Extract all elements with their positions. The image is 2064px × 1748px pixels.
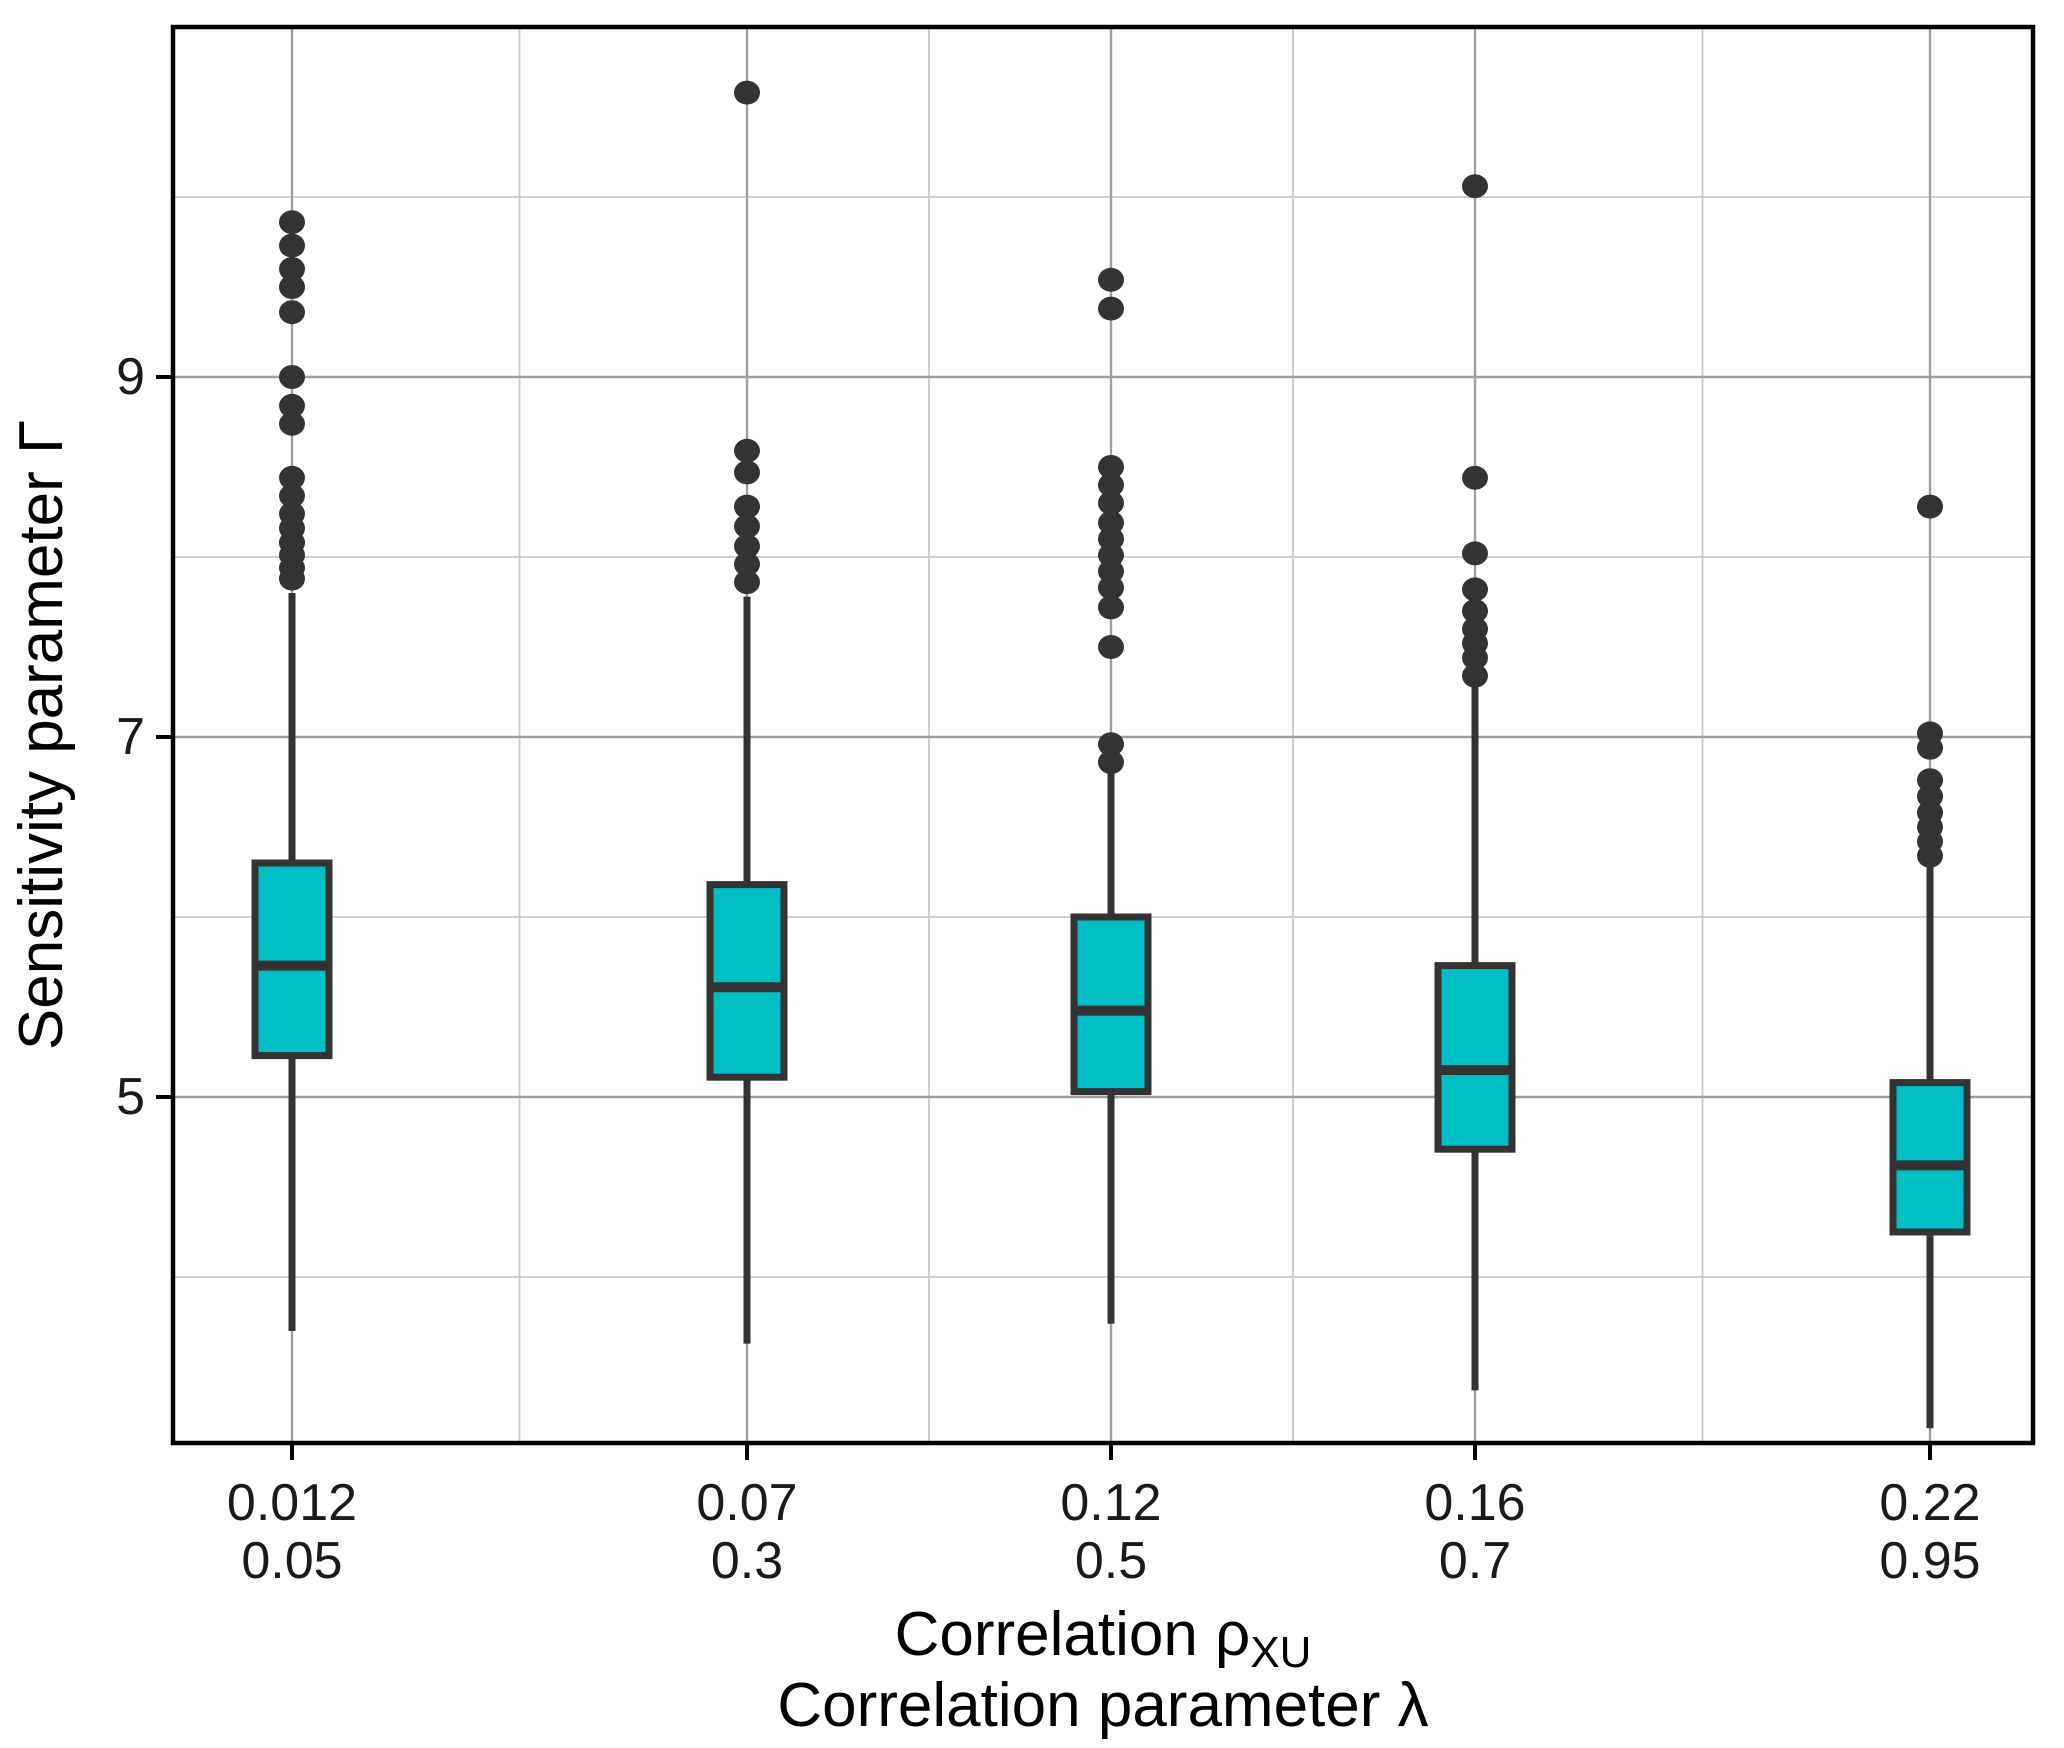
outlier-point xyxy=(1462,577,1488,602)
x-axis-title-line1: Correlation ρXU xyxy=(895,1600,1312,1677)
x-tick-label-rho: 0.07 xyxy=(696,1474,797,1532)
y-tick-label: 5 xyxy=(116,1068,145,1126)
outlier-point xyxy=(279,275,305,299)
outlier-point xyxy=(1098,296,1124,321)
x-tick-label-rho: 0.12 xyxy=(1060,1474,1161,1532)
boxplot-group-1 xyxy=(251,210,333,1331)
outlier-point xyxy=(1462,617,1488,641)
outlier-point xyxy=(1462,541,1488,566)
outlier-point xyxy=(1098,455,1124,479)
outlier-point xyxy=(734,570,760,595)
outlier-point xyxy=(1098,473,1124,497)
outlier-point xyxy=(279,257,305,281)
outlier-point xyxy=(279,411,305,436)
outlier-point xyxy=(734,80,760,105)
x-tick-label-lambda: 0.7 xyxy=(1439,1532,1511,1590)
outlier-point xyxy=(1462,663,1488,688)
outlier-point xyxy=(734,552,760,577)
outlier-point xyxy=(734,534,760,559)
outlier-point xyxy=(1462,174,1488,199)
outlier-point xyxy=(1098,491,1124,515)
outlier-point xyxy=(279,483,305,508)
x-tick-label-lambda: 0.3 xyxy=(711,1532,783,1590)
boxplot-group-2 xyxy=(706,80,788,1344)
outlier-point xyxy=(1098,595,1124,620)
x-tick-label-rho: 0.012 xyxy=(227,1474,357,1532)
x-tick-label-rho: 0.16 xyxy=(1424,1474,1525,1532)
iqr-box xyxy=(251,859,333,1060)
outlier-point xyxy=(1098,267,1124,292)
outlier-point xyxy=(1098,635,1124,659)
iqr-box xyxy=(1070,913,1152,1096)
x-tick-label-lambda: 0.5 xyxy=(1075,1532,1147,1590)
outlier-point xyxy=(1917,721,1943,746)
iqr-box xyxy=(1889,1079,1971,1236)
outlier-point xyxy=(279,465,305,490)
outlier-point xyxy=(279,393,305,418)
outlier-point xyxy=(734,438,760,463)
x-tick-label-lambda: 0.95 xyxy=(1879,1532,1980,1590)
outlier-point xyxy=(1462,599,1488,623)
iqr-box xyxy=(1434,962,1516,1153)
outlier-point xyxy=(279,365,305,389)
outlier-point xyxy=(279,501,305,526)
boxplot-group-3 xyxy=(1070,267,1152,1324)
outlier-point xyxy=(1917,768,1943,793)
iqr-box xyxy=(706,881,788,1081)
x-axis-title-line2: Correlation parameter λ xyxy=(777,1671,1428,1740)
x-tick-label-lambda: 0.05 xyxy=(241,1532,342,1590)
outlier-point xyxy=(734,514,760,539)
outlier-point xyxy=(734,494,760,519)
outlier-point xyxy=(1098,732,1124,757)
outlier-point xyxy=(1098,750,1124,775)
outlier-point xyxy=(1917,494,1943,519)
outlier-point xyxy=(1098,510,1124,535)
outlier-point xyxy=(1462,465,1488,490)
x-tick-label-rho: 0.22 xyxy=(1879,1474,1980,1532)
y-tick-label: 9 xyxy=(116,348,145,406)
outlier-point xyxy=(279,300,305,325)
outlier-point xyxy=(734,460,760,485)
outlier-point xyxy=(279,210,305,235)
y-axis-title: Sensitivity parameter Γ xyxy=(7,420,76,1050)
y-tick-label: 7 xyxy=(116,708,145,766)
boxplot-group-5 xyxy=(1889,494,1971,1429)
outlier-point xyxy=(279,233,305,258)
boxplot-group-4 xyxy=(1434,174,1516,1391)
